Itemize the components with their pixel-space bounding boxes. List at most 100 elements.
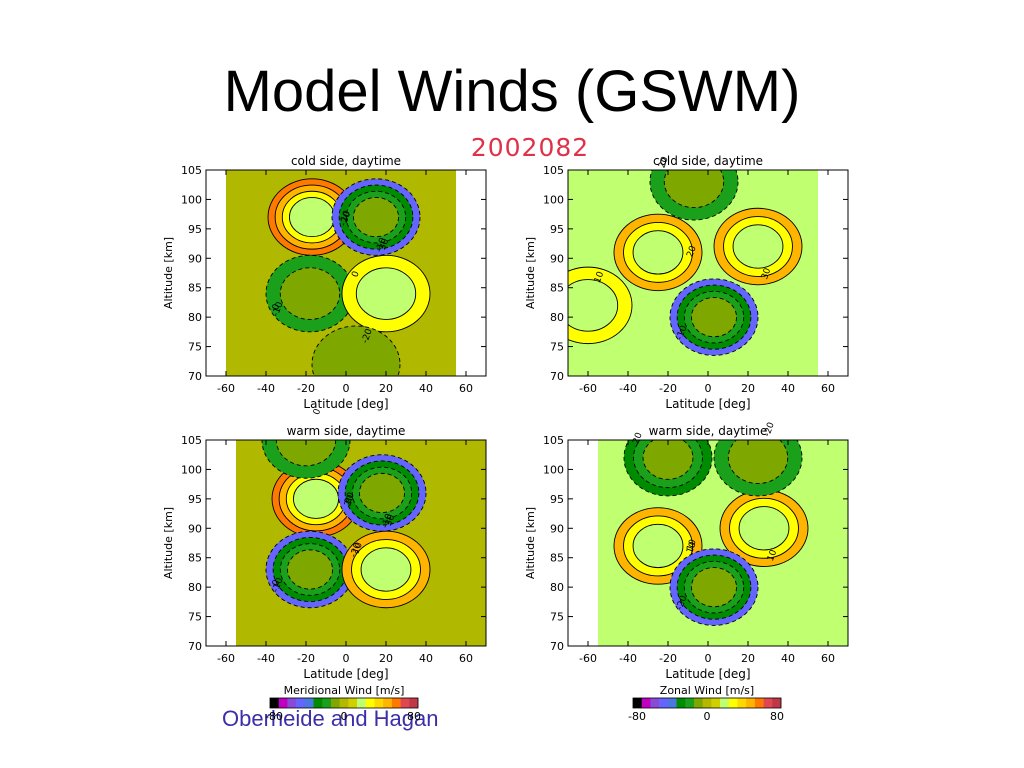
contour-label: 20 xyxy=(343,491,356,505)
contour-label: 30 xyxy=(760,267,773,281)
x-axis-label: Latitude [deg] xyxy=(303,667,388,681)
colorbar-tick-label: 80 xyxy=(770,710,784,723)
y-tick-label: 95 xyxy=(550,493,564,506)
y-tick-label: 75 xyxy=(188,341,202,354)
colorbar-swatch xyxy=(667,698,677,708)
x-tick-label: 20 xyxy=(741,652,755,665)
field-area xyxy=(598,440,848,646)
y-tick-label: 80 xyxy=(550,311,564,324)
contour-level xyxy=(287,549,334,590)
y-tick-label: 100 xyxy=(181,193,202,206)
slide-title: Model Winds (GSWM) xyxy=(223,59,801,124)
colorbar-swatch xyxy=(702,698,712,708)
x-tick-label: -20 xyxy=(297,652,315,665)
contour-panel-3: warm side, daytime -60 -40 -20 0 20 40 60 70 75 80… xyxy=(162,407,487,681)
x-tick-label: 0 xyxy=(705,382,712,395)
y-tick-label: 85 xyxy=(550,282,564,295)
contour-label: 10 xyxy=(766,548,779,562)
colorbar-tick-label: 0 xyxy=(704,710,711,723)
contour-label: -20 xyxy=(349,541,364,558)
contour-level xyxy=(568,279,619,332)
contour-level xyxy=(355,267,417,320)
x-tick-label: -60 xyxy=(579,382,597,395)
colorbar-tick-label: 0 xyxy=(341,710,348,723)
panel-title: warm side, daytime xyxy=(649,424,768,438)
contour-label: 0 xyxy=(312,407,323,416)
contour-label: 10 xyxy=(339,209,352,223)
x-tick-label: -60 xyxy=(217,382,235,395)
x-tick-label: -20 xyxy=(659,382,677,395)
colorbar-swatch xyxy=(400,698,410,708)
colorbar-2: Zonal Wind [m/s] -80 0 80 xyxy=(628,684,784,723)
colorbar-swatch xyxy=(391,698,401,708)
panels-root: cold side, daytime -60 -40 -20 0 20 40 60 70 75 80… xyxy=(162,154,849,681)
colorbar-label: Zonal Wind [m/s] xyxy=(660,684,754,697)
panel-title: cold side, daytime xyxy=(291,154,401,168)
x-tick-label: 20 xyxy=(379,382,393,395)
contour-level xyxy=(663,170,725,209)
contour-level xyxy=(275,440,337,467)
contour-level xyxy=(738,506,790,551)
colorbar-swatch xyxy=(676,698,686,708)
x-tick-label: -40 xyxy=(257,652,275,665)
colorbar-label: Meridional Wind [m/s] xyxy=(284,684,405,697)
contour-label: -10 xyxy=(374,236,389,253)
y-tick-label: 70 xyxy=(188,640,202,653)
y-tick-label: 70 xyxy=(550,640,564,653)
y-tick-label: 90 xyxy=(188,252,202,265)
x-tick-label: 0 xyxy=(705,652,712,665)
contour-level xyxy=(311,325,401,376)
x-tick-label: -60 xyxy=(579,652,597,665)
y-tick-label: 75 xyxy=(550,611,564,624)
contour-label: 20 xyxy=(343,493,356,507)
contour-label: 20 xyxy=(685,244,698,258)
colorbar-swatch xyxy=(278,698,288,708)
y-tick-label: 80 xyxy=(188,311,202,324)
colorbar-frame xyxy=(632,697,782,709)
colorbar-swatch xyxy=(348,698,358,708)
y-tick-label: 100 xyxy=(543,193,564,206)
x-tick-label: 40 xyxy=(419,382,433,395)
colorbar-swatch xyxy=(330,698,340,708)
contour-level xyxy=(360,547,412,592)
colorbar-swatch xyxy=(711,698,721,708)
y-tick-label: 85 xyxy=(188,282,202,295)
x-tick-label: -40 xyxy=(619,382,637,395)
contour-level xyxy=(293,478,340,519)
colorbar-tick-label: 80 xyxy=(407,710,421,723)
y-tick-label: 100 xyxy=(181,463,202,476)
contour-panel-2: cold side, daytime -60 -40 -20 0 20 40 60 70 75 80… xyxy=(524,154,849,411)
colorbar-swatch xyxy=(728,698,738,708)
contour-label: 20 xyxy=(631,431,644,445)
y-axis-label: Altitude [km] xyxy=(162,507,175,579)
y-tick-label: 80 xyxy=(188,581,202,594)
contour-label: 10 xyxy=(352,541,365,555)
x-tick-label: 20 xyxy=(379,652,393,665)
y-tick-label: 90 xyxy=(550,522,564,535)
y-tick-label: 75 xyxy=(550,341,564,354)
colorbar-swatch xyxy=(754,698,764,708)
y-tick-label: 95 xyxy=(188,223,202,236)
colorbar-swatch xyxy=(322,698,332,708)
x-tick-label: 0 xyxy=(343,652,350,665)
x-axis-label: Latitude [deg] xyxy=(665,397,750,411)
contour-level xyxy=(632,230,684,275)
y-tick-label: 105 xyxy=(543,164,564,177)
contour-level xyxy=(632,523,684,569)
contour-label: 10 xyxy=(685,540,698,554)
contour-label: -20 xyxy=(762,421,777,438)
field-area xyxy=(568,170,818,376)
colorbar-swatch xyxy=(746,698,756,708)
colorbar-swatch xyxy=(374,698,384,708)
colorbar-swatch xyxy=(693,698,703,708)
y-tick-label: 70 xyxy=(550,370,564,383)
contour-label: 10 xyxy=(593,270,606,284)
x-tick-label: -40 xyxy=(619,652,637,665)
x-tick-label: 40 xyxy=(781,382,795,395)
x-tick-label: -40 xyxy=(257,382,275,395)
contour-label: 30 xyxy=(384,513,397,527)
contour-level xyxy=(359,472,406,514)
y-tick-label: 70 xyxy=(188,370,202,383)
colorbar-swatch xyxy=(720,698,730,708)
